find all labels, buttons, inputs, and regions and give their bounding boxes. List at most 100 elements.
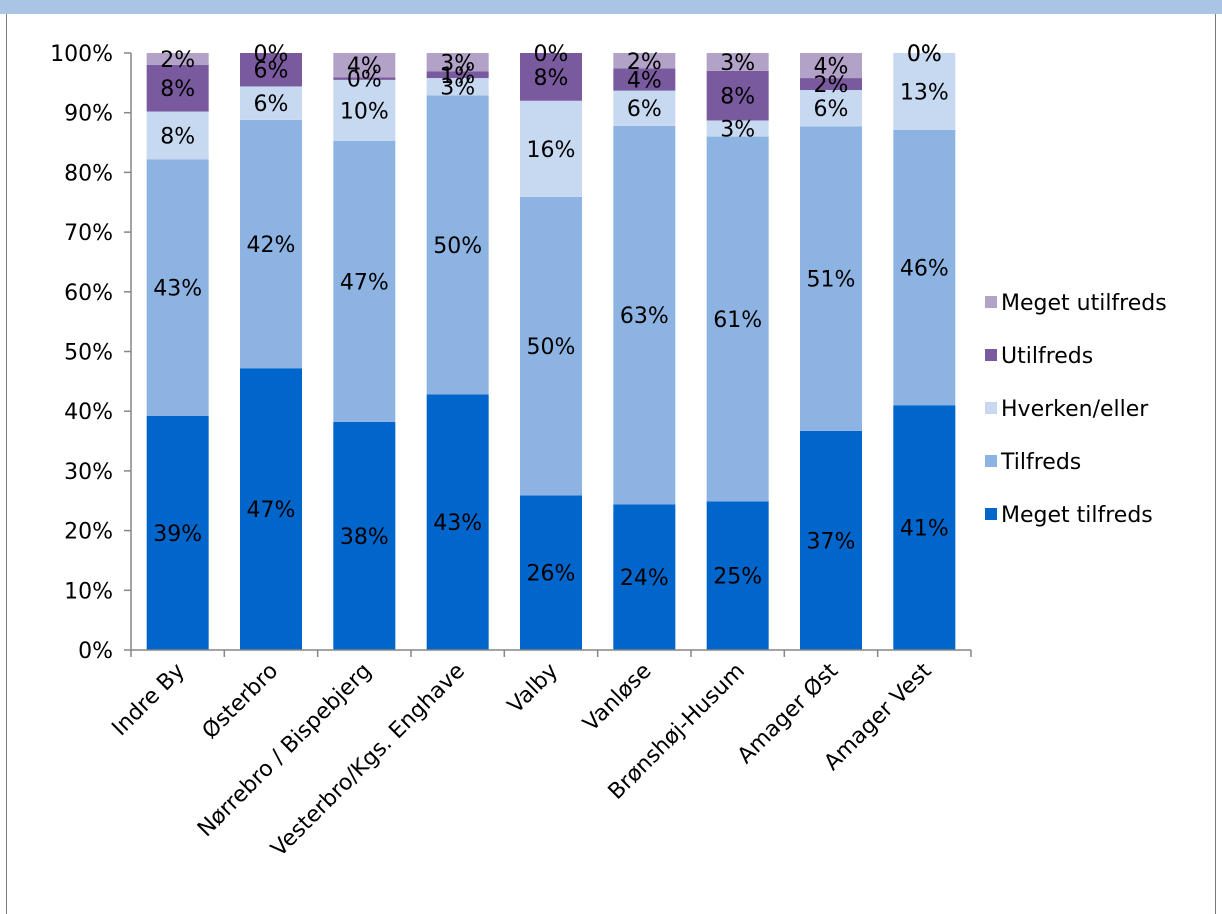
data-labels-group: 39%43%8%8%2%47%42%6%6%0%38%47%10%0%4%43%… bbox=[153, 42, 949, 591]
bar-segment bbox=[613, 125, 676, 505]
bar-segment bbox=[800, 126, 862, 431]
bar-segment bbox=[706, 70, 769, 121]
data-label: 38% bbox=[340, 525, 389, 550]
data-label: 3% bbox=[440, 76, 475, 101]
y-tick-label: 20% bbox=[64, 520, 113, 545]
data-label: 4% bbox=[347, 54, 382, 79]
legend-label: Meget utilfreds bbox=[1001, 291, 1167, 316]
bar-segment bbox=[706, 120, 769, 137]
bars-group bbox=[146, 53, 956, 650]
legend: Meget utilfreds Utilfreds Hverken/eller Til… bbox=[985, 291, 1167, 528]
x-tick-label: Østerbro bbox=[198, 659, 284, 745]
data-label: 2% bbox=[627, 50, 662, 75]
bar-segment bbox=[520, 53, 582, 101]
data-label: 4% bbox=[814, 55, 849, 80]
data-label: 42% bbox=[247, 233, 296, 258]
bar-segment bbox=[520, 100, 582, 197]
window-top-bar bbox=[0, 0, 1222, 14]
data-label: 6% bbox=[627, 97, 662, 122]
data-label: 26% bbox=[527, 562, 576, 587]
bar-segment bbox=[706, 53, 769, 71]
bar-segment bbox=[426, 71, 489, 79]
legend-item: Hverken/eller bbox=[985, 397, 1149, 422]
data-label: 51% bbox=[807, 268, 856, 293]
data-label: 61% bbox=[713, 308, 762, 333]
bar-segment bbox=[146, 415, 209, 650]
data-label: 0% bbox=[254, 42, 289, 67]
bar-segment bbox=[800, 430, 862, 650]
bar-segment bbox=[146, 53, 209, 65]
y-tick-label: 100% bbox=[50, 42, 113, 67]
bar-segment bbox=[520, 495, 582, 650]
y-tick-label: 50% bbox=[64, 341, 113, 366]
data-label: 0% bbox=[534, 42, 569, 67]
y-tick-label: 60% bbox=[64, 281, 113, 306]
bar-segment bbox=[520, 196, 582, 496]
bar-segment bbox=[333, 53, 396, 78]
legend-swatch bbox=[985, 508, 997, 520]
data-label: 3% bbox=[440, 51, 475, 76]
bar-segment bbox=[426, 95, 489, 395]
data-label: 6% bbox=[254, 59, 289, 84]
data-label: 2% bbox=[160, 48, 195, 73]
data-label: 24% bbox=[620, 566, 669, 591]
data-label: 43% bbox=[433, 511, 482, 536]
data-label: 8% bbox=[160, 124, 195, 149]
bar-segment bbox=[240, 86, 302, 120]
x-tick-label: Valby bbox=[503, 659, 563, 719]
data-label: 13% bbox=[900, 81, 949, 106]
data-label: 41% bbox=[900, 517, 949, 542]
chart-area: 0% 10% 20% 30% 40% 50% 60% 70% 80% 90% 100% Indre B… bbox=[6, 14, 1216, 914]
legend-label: Tilfreds bbox=[1000, 450, 1081, 475]
y-tick-label: 0% bbox=[78, 639, 113, 664]
y-tick-label: 80% bbox=[64, 161, 113, 186]
data-label: 0% bbox=[907, 42, 942, 67]
data-label: 4% bbox=[627, 69, 662, 94]
data-label: 63% bbox=[620, 304, 669, 329]
data-label: 25% bbox=[713, 565, 762, 590]
bar-segment bbox=[333, 77, 396, 80]
legend-swatch bbox=[985, 455, 997, 467]
data-label: 8% bbox=[160, 77, 195, 102]
data-label: 39% bbox=[153, 522, 202, 547]
bar-segment bbox=[240, 119, 302, 369]
bar-segment bbox=[613, 68, 676, 91]
data-label: 3% bbox=[720, 118, 755, 143]
legend-item: Meget utilfreds bbox=[985, 291, 1167, 316]
bar-segment bbox=[333, 79, 396, 141]
y-tick-label: 90% bbox=[64, 102, 113, 127]
bar-segment bbox=[146, 159, 209, 416]
data-label: 1% bbox=[440, 64, 475, 89]
legend-swatch bbox=[985, 402, 997, 414]
data-label: 0% bbox=[907, 42, 942, 67]
data-label: 16% bbox=[527, 138, 576, 163]
x-tick-label: Nørrebro / Bispebjerg bbox=[193, 659, 376, 842]
data-label: 8% bbox=[534, 66, 569, 91]
bar-segment bbox=[893, 130, 956, 406]
data-label: 50% bbox=[433, 234, 482, 259]
bar-segment bbox=[613, 53, 676, 69]
bar-segment bbox=[613, 504, 676, 650]
bar-segment bbox=[146, 64, 209, 112]
y-tick-label: 40% bbox=[64, 400, 113, 425]
bar-segment bbox=[706, 136, 769, 502]
data-label: 10% bbox=[340, 99, 389, 124]
bar-segment bbox=[333, 421, 396, 650]
stacked-bar-chart: 0% 10% 20% 30% 40% 50% 60% 70% 80% 90% 100% Indre B… bbox=[50, 42, 1167, 862]
bar-segment bbox=[706, 501, 769, 650]
bar-segment bbox=[333, 140, 396, 422]
x-tick-label: Vanløse bbox=[579, 659, 657, 737]
legend-label: Meget tilfreds bbox=[1001, 503, 1153, 528]
legend-item: Meget tilfreds bbox=[985, 503, 1153, 528]
bar-segment bbox=[613, 90, 676, 126]
bar-segment bbox=[240, 53, 302, 87]
legend-label: Utilfreds bbox=[1001, 344, 1093, 369]
bar-segment bbox=[240, 368, 302, 650]
data-label: 37% bbox=[807, 529, 856, 554]
data-label: 47% bbox=[247, 498, 296, 523]
data-label: 43% bbox=[153, 277, 202, 302]
bar-segment bbox=[426, 78, 489, 96]
bar-segment bbox=[800, 78, 862, 91]
x-tick-label: Indre By bbox=[107, 659, 189, 741]
